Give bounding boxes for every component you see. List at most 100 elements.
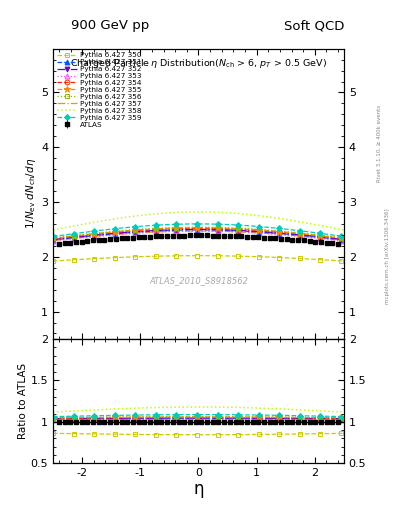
Pythia 6.427 351: [195, 227, 199, 233]
Pythia 6.427 355: [204, 225, 208, 231]
Pythia 6.427 357: [204, 228, 208, 234]
Text: Soft QCD: Soft QCD: [284, 19, 345, 32]
Pythia 6.427 354: [51, 236, 55, 242]
X-axis label: η: η: [193, 480, 204, 498]
Pythia 6.427 359: [107, 226, 111, 232]
Pythia 6.427 358: [227, 210, 231, 216]
Pythia 6.427 352: [321, 234, 326, 240]
Pythia 6.427 350: [195, 252, 199, 259]
Line: Pythia 6.427 356: Pythia 6.427 356: [51, 225, 346, 240]
Pythia 6.427 352: [51, 237, 55, 243]
Pythia 6.427 357: [227, 228, 231, 234]
Pythia 6.427 350: [118, 254, 123, 261]
Text: mcplots.cern.ch [arXiv:1306.3436]: mcplots.cern.ch [arXiv:1306.3436]: [385, 208, 389, 304]
Pythia 6.427 354: [107, 230, 111, 236]
Pythia 6.427 353: [227, 228, 231, 234]
Line: Pythia 6.427 354: Pythia 6.427 354: [51, 226, 346, 241]
Pythia 6.427 353: [118, 231, 123, 238]
Line: Pythia 6.427 351: Pythia 6.427 351: [51, 227, 346, 243]
Pythia 6.427 352: [330, 235, 334, 241]
Pythia 6.427 355: [330, 234, 334, 240]
Pythia 6.427 359: [118, 225, 123, 231]
Line: Pythia 6.427 358: Pythia 6.427 358: [53, 212, 344, 230]
Pythia 6.427 350: [51, 258, 55, 264]
Pythia 6.427 353: [51, 238, 55, 244]
Pythia 6.427 358: [321, 223, 326, 229]
Pythia 6.427 356: [330, 233, 334, 240]
Pythia 6.427 359: [227, 222, 231, 228]
Pythia 6.427 353: [342, 238, 346, 244]
Pythia 6.427 357: [342, 238, 346, 244]
Pythia 6.427 358: [51, 227, 55, 233]
Pythia 6.427 350: [342, 258, 346, 264]
Pythia 6.427 356: [51, 235, 55, 241]
Pythia 6.427 359: [204, 221, 208, 227]
Pythia 6.427 356: [195, 224, 199, 230]
Pythia 6.427 353: [321, 236, 326, 242]
Pythia 6.427 354: [342, 236, 346, 242]
Pythia 6.427 356: [107, 229, 111, 235]
Y-axis label: Ratio to ATLAS: Ratio to ATLAS: [18, 363, 28, 439]
Text: 900 GeV pp: 900 GeV pp: [71, 19, 149, 32]
Pythia 6.427 356: [321, 232, 326, 239]
Pythia 6.427 351: [342, 237, 346, 243]
Pythia 6.427 352: [342, 237, 346, 243]
Pythia 6.427 350: [227, 253, 231, 259]
Pythia 6.427 354: [118, 229, 123, 235]
Text: ATLAS_2010_S8918562: ATLAS_2010_S8918562: [149, 276, 248, 285]
Pythia 6.427 352: [204, 226, 208, 232]
Pythia 6.427 355: [51, 236, 55, 242]
Text: Charged Particle$\,\eta$ Distribution($N_\mathrm{ch}$ > 6, $p_T$ > 0.5 GeV): Charged Particle$\,\eta$ Distribution($N…: [70, 57, 327, 70]
Pythia 6.427 354: [195, 225, 199, 231]
Pythia 6.427 352: [195, 226, 199, 232]
Pythia 6.427 352: [118, 230, 123, 236]
Pythia 6.427 351: [204, 227, 208, 233]
Pythia 6.427 359: [330, 232, 334, 238]
Pythia 6.427 357: [195, 228, 199, 234]
Pythia 6.427 355: [321, 233, 326, 239]
Pythia 6.427 356: [227, 225, 231, 231]
Pythia 6.427 350: [321, 257, 326, 263]
Pythia 6.427 351: [330, 236, 334, 242]
Pythia 6.427 351: [107, 231, 111, 238]
Pythia 6.427 358: [107, 217, 111, 223]
Pythia 6.427 353: [330, 237, 334, 243]
Text: Rivet 3.1.10, ≥ 400k events: Rivet 3.1.10, ≥ 400k events: [377, 105, 382, 182]
Line: Pythia 6.427 353: Pythia 6.427 353: [51, 229, 346, 243]
Pythia 6.427 359: [342, 233, 346, 240]
Pythia 6.427 351: [51, 237, 55, 243]
Pythia 6.427 359: [195, 221, 199, 227]
Pythia 6.427 350: [107, 255, 111, 261]
Pythia 6.427 355: [195, 225, 199, 231]
Pythia 6.427 357: [51, 238, 55, 244]
Pythia 6.427 353: [195, 228, 199, 234]
Pythia 6.427 358: [204, 209, 208, 215]
Pythia 6.427 350: [204, 252, 208, 259]
Pythia 6.427 357: [330, 236, 334, 242]
Pythia 6.427 355: [342, 236, 346, 242]
Legend: Pythia 6.427 350, Pythia 6.427 351, Pythia 6.427 352, Pythia 6.427 353, Pythia 6: Pythia 6.427 350, Pythia 6.427 351, Pyth…: [55, 51, 143, 129]
Pythia 6.427 352: [227, 227, 231, 233]
Line: Pythia 6.427 355: Pythia 6.427 355: [50, 225, 347, 242]
Pythia 6.427 359: [321, 230, 326, 237]
Pythia 6.427 359: [51, 233, 55, 240]
Pythia 6.427 353: [107, 232, 111, 239]
Pythia 6.427 358: [330, 225, 334, 231]
Pythia 6.427 356: [342, 235, 346, 241]
Y-axis label: $1/N_\mathrm{ev}\;dN_\mathrm{ch}/d\eta$: $1/N_\mathrm{ev}\;dN_\mathrm{ch}/d\eta$: [24, 158, 38, 229]
Pythia 6.427 356: [204, 224, 208, 230]
Pythia 6.427 355: [118, 228, 123, 234]
Pythia 6.427 354: [227, 226, 231, 232]
Pythia 6.427 356: [118, 228, 123, 234]
Pythia 6.427 355: [227, 225, 231, 231]
Pythia 6.427 353: [204, 228, 208, 234]
Pythia 6.427 357: [107, 232, 111, 238]
Line: Pythia 6.427 359: Pythia 6.427 359: [51, 222, 346, 239]
Pythia 6.427 354: [330, 234, 334, 241]
Pythia 6.427 350: [330, 258, 334, 264]
Pythia 6.427 355: [107, 229, 111, 236]
Pythia 6.427 351: [321, 234, 326, 241]
Pythia 6.427 354: [204, 225, 208, 231]
Line: Pythia 6.427 357: Pythia 6.427 357: [53, 231, 344, 241]
Pythia 6.427 357: [321, 235, 326, 241]
